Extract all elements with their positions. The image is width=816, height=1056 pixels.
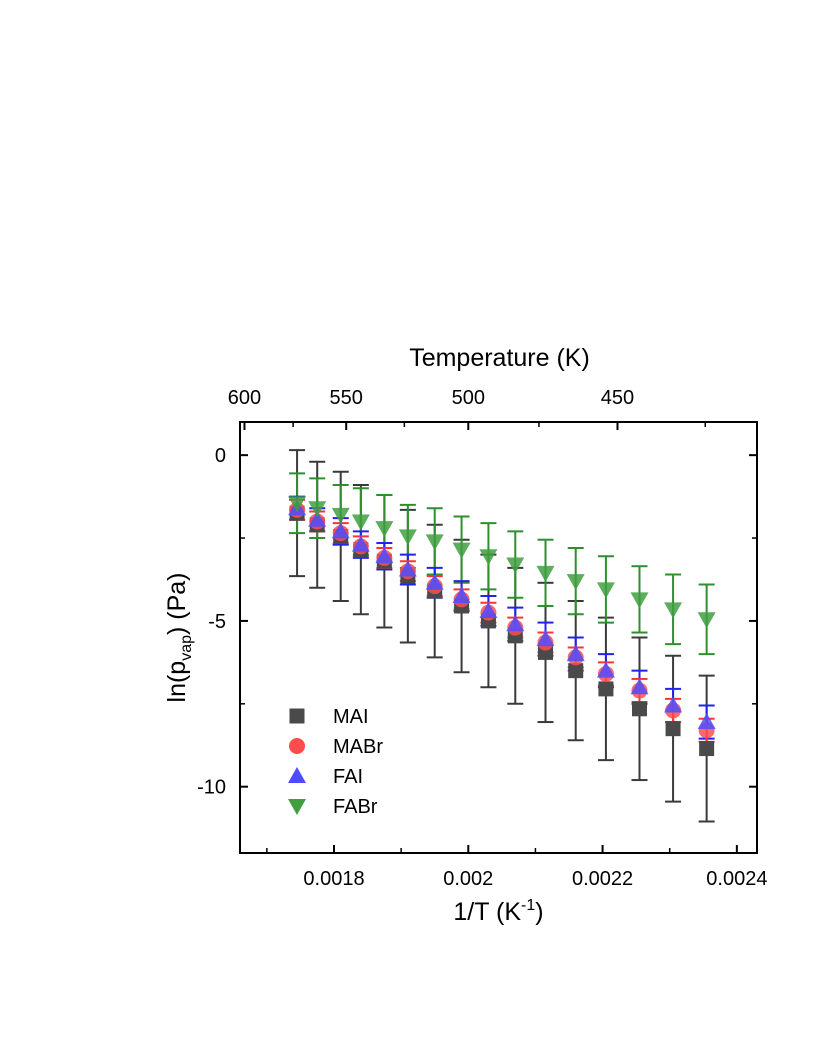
point-fai [425,573,444,590]
point-fai [398,560,417,577]
point-mai [699,741,715,757]
x-tick-label: 0.0024 [706,868,767,890]
axis-ticks-layer [240,422,757,853]
data-points-layer [288,496,716,757]
y-axis-title: ln(pvap) (Pa) [163,573,195,703]
plot-frame [239,421,758,854]
legend-label-fabr: FABr [333,796,378,818]
tick-labels-layer: 0.0018 0.002 0.0022 0.0024 0 -5 -10 600 550 500 45… [197,387,767,890]
y-axis-title-main: ln(p [163,661,191,703]
top-tick-label: 500 [452,387,485,409]
point-fai [697,713,716,730]
x-axis-title: 1/T (K-1) [453,897,543,926]
point-fabr [536,565,555,582]
point-fabr [697,612,716,629]
legend-marker-fai [288,767,306,783]
top-axis-title: Temperature (K) [409,344,590,372]
point-fai [351,535,370,552]
point-fai [536,630,555,647]
x-tick-label: 0.002 [443,868,493,890]
point-mai [632,701,647,717]
point-fabr [452,542,471,559]
point-fabr [630,592,649,609]
point-fai [596,661,615,678]
point-mai [665,721,681,737]
point-fai [566,645,585,662]
y-axis-title-end: ) (Pa) [163,573,191,636]
point-fabr [398,529,417,546]
point-fabr [506,557,525,574]
x-axis-title-superscript: -1 [521,897,535,914]
point-fai [630,678,649,695]
legend-label-mai: MAI [333,706,369,728]
top-tick-label: 550 [330,387,363,409]
point-fabr [331,507,350,524]
point-fai [331,522,350,539]
x-axis-title-end: ) [535,898,543,926]
legend-marker-mabr [289,738,305,754]
legend-marker-fabr [288,799,306,815]
legend-label-mabr: MABr [333,736,383,758]
x-tick-label: 0.0022 [572,868,633,890]
x-tick-label: 0.0018 [303,868,364,890]
legend: MAI MABr FAI FABr [288,706,383,818]
top-tick-label: 450 [601,387,634,409]
point-fai [664,696,683,713]
y-tick-label: -5 [208,611,226,633]
point-fai [308,510,327,527]
legend-label-fai: FAI [333,766,363,788]
point-fabr [479,549,498,566]
point-fai [506,615,525,632]
top-tick-label: 600 [228,387,261,409]
y-tick-label: 0 [215,445,226,467]
point-fabr [425,534,444,551]
x-axis-title-main: 1/T (K [453,898,521,926]
point-fai [479,601,498,618]
point-fabr [308,501,327,518]
point-mai [568,663,584,679]
point-fabr [566,574,585,591]
point-fabr [375,521,394,538]
point-mai [598,681,614,697]
y-axis-title-subscript: vap [178,635,195,661]
y-tick-label: -10 [197,777,226,799]
point-fai [375,547,394,564]
point-fai [452,587,471,604]
legend-marker-mai [289,708,305,724]
point-fabr [596,582,615,599]
point-fabr [351,514,370,531]
point-fabr [664,602,683,619]
point-fabr [288,496,307,513]
